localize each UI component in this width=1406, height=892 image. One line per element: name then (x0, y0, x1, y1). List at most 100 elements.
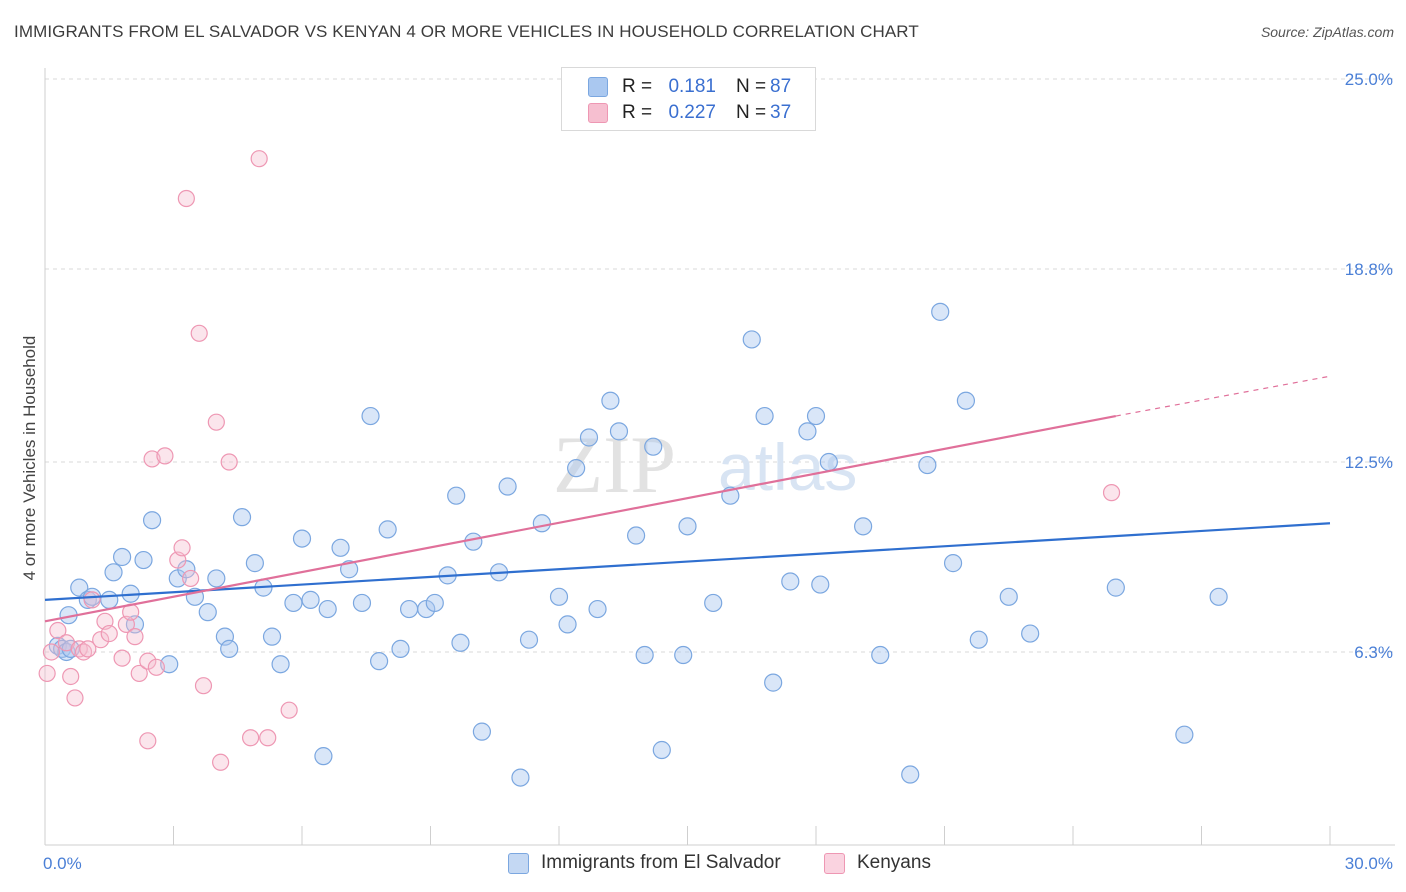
data-point-el-salvador (601, 391, 620, 410)
legend: R = 0.181 N = 87 R = 0.227 N = 37 (561, 67, 816, 131)
data-point-el-salvador (918, 455, 937, 475)
data-point-kenyans (280, 701, 298, 719)
data-point-kenyans (190, 324, 208, 342)
data-point-el-salvador (781, 572, 800, 591)
data-point-kenyans (49, 621, 67, 640)
watermark-zip: ZIP (553, 419, 676, 510)
data-point-el-salvador (999, 587, 1018, 606)
y-tick-label: 6.3% (1354, 643, 1393, 662)
legend-row-el-salvador: R = 0.181 N = 87 (588, 75, 791, 99)
data-point-el-salvador (464, 532, 483, 551)
data-point-el-salvador (352, 593, 372, 613)
x-tick-label: 30.0% (1345, 854, 1393, 873)
data-point-el-salvador (340, 560, 359, 579)
data-point-el-salvador (901, 765, 920, 784)
trend-line-el-salvador (44, 522, 1331, 601)
data-point-kenyans (242, 729, 260, 747)
data-point-el-salvador (819, 452, 838, 472)
bottom-legend-kenyans: Kenyans (824, 852, 931, 874)
data-point-el-salvador (232, 508, 252, 527)
data-point-kenyans (42, 643, 61, 661)
data-point-el-salvador (220, 639, 239, 659)
data-point-el-salvador (262, 627, 282, 646)
legend-r-value: 0.227 (668, 102, 716, 123)
legend-n-label: N = (736, 76, 767, 97)
data-point-el-salvador (207, 569, 226, 588)
data-point-el-salvador (532, 514, 551, 533)
data-point-el-salvador (1175, 725, 1194, 744)
data-point-el-salvador (704, 593, 723, 613)
data-point-kenyans (79, 640, 97, 658)
data-point-el-salvador (811, 575, 830, 594)
data-point-kenyans (250, 150, 268, 168)
data-point-kenyans (139, 732, 157, 750)
data-point-kenyans (194, 677, 213, 695)
data-point-el-salvador (198, 603, 217, 622)
legend-n-value: 87 (770, 76, 792, 97)
legend-swatch-pink (588, 103, 608, 123)
chart-title: IMMIGRANTS FROM EL SALVADOR VS KENYAN 4 … (14, 22, 919, 41)
data-point-el-salvador (292, 529, 312, 548)
source-credit: Source: ZipAtlas.com (1260, 24, 1394, 40)
data-point-kenyans (130, 664, 148, 683)
bottom-legend-label: Immigrants from El Salvador (541, 852, 781, 873)
data-point-el-salvador (806, 406, 826, 426)
legend-r-value: 0.181 (668, 76, 716, 97)
data-point-el-salvador (271, 655, 290, 674)
trend-line-kenyans-extension (1115, 375, 1331, 417)
data-point-el-salvador (100, 590, 119, 609)
data-point-el-salvador (798, 422, 817, 441)
data-point-el-salvador (635, 645, 654, 665)
data-point-el-salvador (588, 599, 607, 619)
data-point-el-salvador (511, 768, 530, 787)
data-point-el-salvador (318, 599, 337, 619)
data-point-el-salvador (579, 428, 599, 447)
data-point-kenyans (126, 628, 144, 646)
legend-n-label: N = (736, 102, 767, 123)
data-point-kenyans (113, 649, 131, 667)
data-point-el-salvador (678, 517, 697, 536)
data-point-el-salvador (1106, 578, 1125, 597)
y-tick-label: 25.0% (1345, 70, 1393, 89)
data-point-el-salvador (567, 459, 586, 478)
trend-lines (44, 375, 1331, 623)
data-point-kenyans (212, 753, 230, 771)
bottom-legend-el-salvador: Immigrants from El Salvador (508, 852, 781, 874)
bottom-legend-swatch-pink (824, 852, 845, 874)
legend-n-value: 37 (770, 102, 792, 123)
data-point-kenyans (38, 664, 56, 683)
data-point-el-salvador (425, 593, 444, 613)
data-point-kenyans (66, 689, 84, 707)
data-point-el-salvador (314, 747, 333, 766)
data-point-el-salvador (549, 587, 569, 606)
data-point-kenyans (100, 624, 118, 643)
data-point-el-salvador (391, 639, 410, 659)
data-point-el-salvador (399, 599, 419, 619)
data-point-el-salvador (558, 615, 577, 634)
data-point-kenyans (177, 189, 195, 208)
data-point-el-salvador (943, 554, 963, 573)
trend-line-kenyans (44, 414, 1117, 623)
data-point-el-salvador (134, 550, 153, 570)
data-point-el-salvador (1021, 624, 1040, 643)
x-tick-label: 0.0% (43, 854, 82, 873)
y-axis-title: 4 or more Vehicles in Household (20, 336, 39, 581)
bottom-legend-label: Kenyans (857, 852, 931, 873)
legend-row-kenyans: R = 0.227 N = 37 (588, 101, 791, 125)
bottom-legend: Immigrants from El Salvador Kenyans (0, 852, 1406, 878)
data-point-el-salvador (644, 437, 663, 456)
data-point-el-salvador (755, 406, 774, 426)
tick-labels: 6.3% 12.5% 18.8% 25.0% 0.0% 30.0% (43, 70, 1393, 873)
data-point-kenyans (156, 447, 174, 465)
data-point-el-salvador (370, 652, 389, 671)
data-point-kenyans (139, 652, 157, 670)
data-point-el-salvador (742, 330, 761, 349)
data-point-el-salvador (626, 526, 646, 545)
data-point-kenyans (92, 631, 110, 649)
data-point-el-salvador (361, 406, 380, 426)
data-point-el-salvador (245, 554, 264, 573)
data-point-el-salvador (871, 645, 890, 665)
data-point-el-salvador (609, 422, 629, 441)
data-point-el-salvador (142, 511, 162, 530)
data-point-kenyans (259, 729, 277, 747)
